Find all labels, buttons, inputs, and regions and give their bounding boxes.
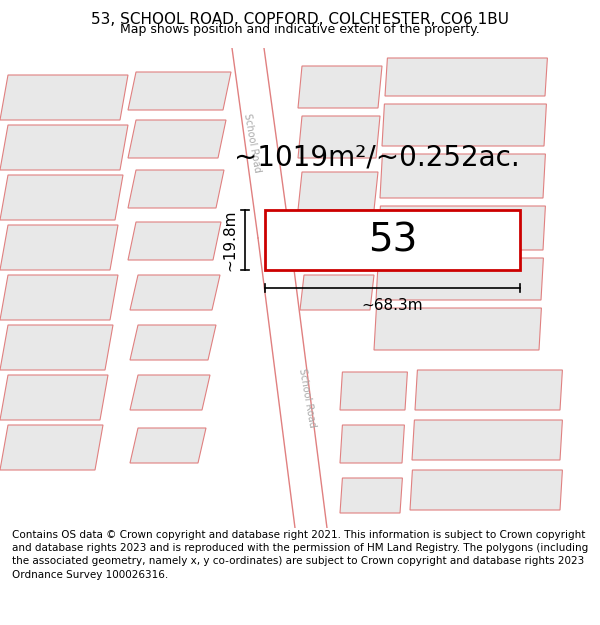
Polygon shape: [298, 222, 376, 260]
Polygon shape: [412, 420, 562, 460]
Polygon shape: [130, 275, 220, 310]
Polygon shape: [128, 170, 224, 208]
Polygon shape: [415, 370, 562, 410]
Text: ~19.8m: ~19.8m: [222, 209, 237, 271]
Polygon shape: [0, 375, 108, 420]
Polygon shape: [0, 425, 103, 470]
Polygon shape: [340, 425, 404, 463]
Polygon shape: [0, 275, 118, 320]
Polygon shape: [378, 206, 545, 250]
Text: 53, SCHOOL ROAD, COPFORD, COLCHESTER, CO6 1BU: 53, SCHOOL ROAD, COPFORD, COLCHESTER, CO…: [91, 12, 509, 27]
Polygon shape: [298, 172, 378, 210]
Polygon shape: [0, 75, 128, 120]
Polygon shape: [0, 225, 118, 270]
Polygon shape: [128, 222, 221, 260]
Polygon shape: [340, 478, 403, 513]
Polygon shape: [0, 325, 113, 370]
Polygon shape: [232, 48, 290, 238]
Polygon shape: [410, 470, 562, 510]
Text: 53: 53: [368, 221, 417, 259]
Polygon shape: [130, 325, 216, 360]
Polygon shape: [128, 72, 231, 110]
Text: School Road: School Road: [242, 112, 262, 173]
Polygon shape: [298, 116, 380, 158]
Polygon shape: [300, 275, 374, 310]
Polygon shape: [130, 375, 210, 410]
Polygon shape: [128, 120, 226, 158]
Polygon shape: [385, 58, 547, 96]
Text: ~68.3m: ~68.3m: [362, 298, 424, 313]
Text: Contains OS data © Crown copyright and database right 2021. This information is : Contains OS data © Crown copyright and d…: [12, 530, 588, 579]
Polygon shape: [130, 428, 206, 463]
Polygon shape: [340, 372, 407, 410]
Text: School Road: School Road: [297, 368, 317, 428]
Polygon shape: [382, 104, 547, 146]
Text: Map shows position and indicative extent of the property.: Map shows position and indicative extent…: [120, 23, 480, 36]
Bar: [265, 210, 520, 270]
Polygon shape: [0, 175, 123, 220]
Polygon shape: [0, 125, 128, 170]
Polygon shape: [380, 154, 545, 198]
Polygon shape: [298, 66, 382, 108]
Polygon shape: [258, 238, 327, 528]
Text: ~1019m²/~0.252ac.: ~1019m²/~0.252ac.: [234, 144, 520, 172]
Polygon shape: [374, 308, 541, 350]
Polygon shape: [376, 258, 544, 300]
